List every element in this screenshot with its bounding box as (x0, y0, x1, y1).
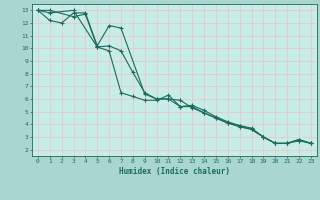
X-axis label: Humidex (Indice chaleur): Humidex (Indice chaleur) (119, 167, 230, 176)
